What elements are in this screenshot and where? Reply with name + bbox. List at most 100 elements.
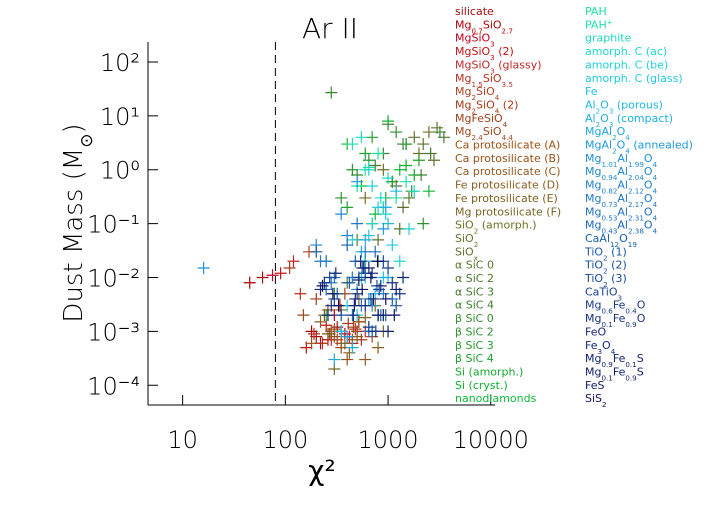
point	[369, 159, 382, 172]
point	[393, 255, 406, 268]
point	[341, 330, 354, 343]
text-part: Al	[617, 179, 628, 192]
text-part: Dust Mass (M	[59, 148, 89, 323]
text-part: Si (amorph.)	[455, 365, 523, 378]
text-part: Mg	[585, 179, 601, 192]
text-part: 2.31	[628, 213, 644, 222]
text-part: TiO	[584, 272, 603, 285]
text-part: 12	[610, 239, 619, 248]
text-part: SiO	[455, 219, 474, 232]
point	[355, 131, 368, 144]
point	[374, 279, 387, 292]
legend-entry: Si (cryst.)	[455, 379, 508, 392]
x-tick-label: 1000	[358, 426, 419, 454]
text-part: 0.1	[601, 320, 612, 329]
text-part: O	[644, 152, 653, 165]
point	[357, 262, 370, 275]
text-part: Fe protosilicate (D)	[455, 179, 559, 192]
point	[366, 179, 379, 192]
point	[382, 262, 395, 275]
text-part: 2	[471, 106, 476, 115]
text-part: 1.99	[628, 159, 644, 168]
text-part: Mg	[585, 352, 601, 365]
text-part: (annealed)	[630, 139, 693, 152]
text-part: (2)	[608, 259, 627, 272]
text-part: Al	[617, 192, 628, 205]
text-part: (amorph.)	[478, 219, 536, 232]
point	[374, 191, 387, 204]
point	[359, 299, 372, 312]
point	[400, 138, 413, 151]
text-part: SiO	[483, 72, 502, 85]
legend-entry: Fe	[585, 85, 598, 98]
text-part: amorph. C (glass)	[585, 72, 683, 85]
text-part: (glassy)	[495, 58, 542, 71]
text-part: 4	[611, 346, 616, 355]
text-part: 0.7	[471, 26, 482, 35]
text-part: SiO	[455, 245, 474, 258]
text-part: 4	[653, 226, 658, 235]
point	[359, 311, 372, 324]
text-part: (porous)	[613, 98, 663, 111]
point	[335, 191, 348, 204]
text-part: TiO	[584, 245, 603, 258]
legend-entry: Mg0.7SiO2.7	[455, 18, 513, 34]
point	[369, 325, 382, 338]
point	[364, 271, 377, 284]
text-part: 2.17	[628, 199, 644, 208]
point	[386, 239, 399, 252]
point	[314, 315, 327, 328]
text-part: MgSiO	[455, 45, 491, 58]
legend-entry: MgSiO3	[455, 32, 495, 49]
point	[316, 337, 329, 350]
text-part: (2)	[499, 98, 518, 111]
legend-entry: Mg0.94Al2.04O4	[585, 165, 658, 182]
text-part: (3)	[608, 272, 627, 285]
text-part: O	[637, 312, 646, 325]
legend-entry: PAH	[585, 5, 607, 18]
y-tick-label: 10⁰	[100, 157, 140, 185]
point	[424, 147, 437, 160]
point	[351, 217, 364, 230]
point	[243, 276, 256, 289]
point	[321, 309, 334, 322]
text-part: 0.9	[625, 373, 637, 382]
y-tick-label: 10⁻²	[87, 264, 140, 292]
text-part: 2.4	[471, 133, 483, 142]
text-part: 4	[653, 159, 658, 168]
legend-entry: α SiC 0	[455, 259, 494, 272]
point	[390, 299, 403, 312]
text-part: 4	[653, 199, 658, 208]
point	[417, 138, 430, 151]
text-part: 2.7	[502, 26, 513, 35]
legend-entry: Mg2.4SiO4.4	[455, 125, 513, 142]
point	[422, 185, 435, 198]
text-part: nanodiamonds	[455, 392, 537, 405]
legend-entry: Ca protosilicate (B)	[455, 152, 560, 165]
point	[343, 276, 356, 289]
point	[359, 191, 372, 204]
point	[397, 201, 410, 214]
text-part: O	[644, 219, 653, 232]
point	[359, 147, 372, 160]
point	[323, 271, 336, 284]
text-part: MgFeSiO	[455, 112, 503, 125]
text-part: O	[602, 339, 611, 352]
text-part: O	[600, 112, 609, 125]
text-part: CaTiO	[585, 285, 618, 298]
legend-entry: MgSiO3 (glassy)	[455, 58, 542, 75]
text-part: Al	[617, 205, 628, 218]
legend-entry: Fe protosilicate (D)	[455, 179, 559, 192]
text-part: 2.38	[628, 226, 644, 235]
point	[366, 131, 379, 144]
y-tick-label: 10¹	[100, 103, 140, 131]
point	[310, 292, 323, 305]
text-part: α SiC 2	[455, 272, 494, 285]
text-part: 2	[612, 146, 617, 155]
text-part: Ca protosilicate (C)	[455, 165, 560, 178]
point	[393, 163, 406, 176]
point	[321, 327, 334, 340]
text-part: 3	[490, 66, 495, 75]
text-part: Al	[617, 165, 628, 178]
text-part: α SiC 0	[455, 259, 494, 272]
